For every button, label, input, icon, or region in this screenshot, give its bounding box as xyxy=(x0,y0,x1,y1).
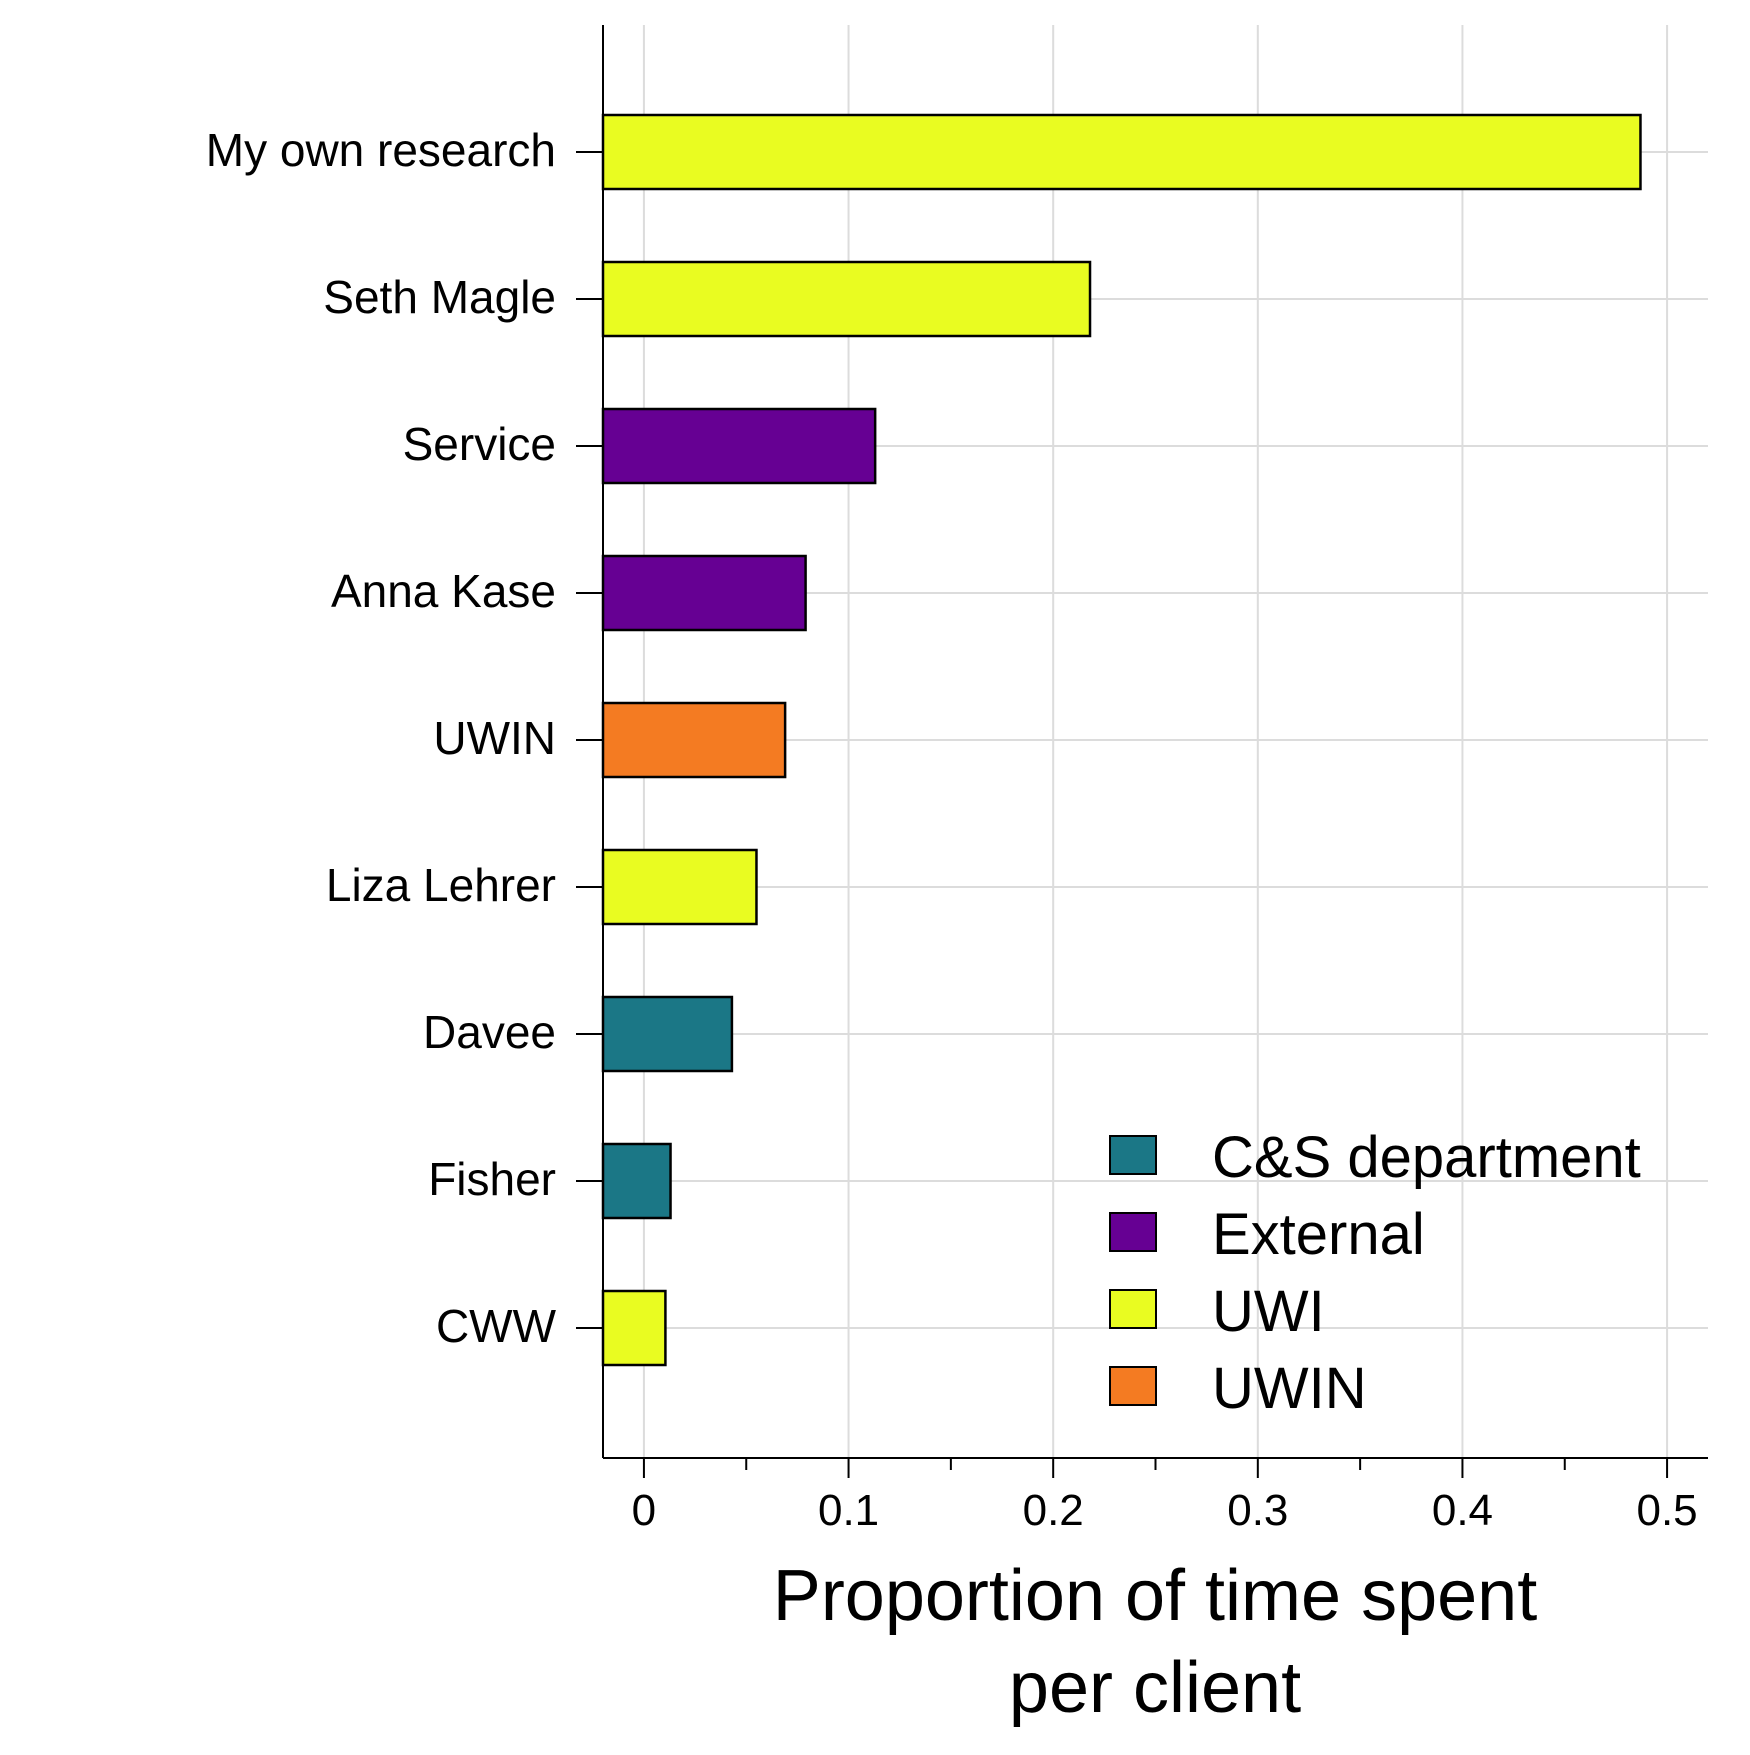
legend-swatch xyxy=(1109,1212,1157,1252)
category-label: Service xyxy=(403,418,556,470)
category-label: UWIN xyxy=(433,712,556,764)
bar xyxy=(601,407,877,485)
x-tick-label: 0 xyxy=(632,1486,656,1535)
category-label: Anna Kase xyxy=(331,565,556,617)
x-ticks: 0 0.1 0.2 0.3 0.4 0.5 xyxy=(632,1458,1698,1535)
x-tick-label: 0.5 xyxy=(1636,1486,1697,1535)
category-label: CWW xyxy=(436,1300,557,1352)
x-tick-label: 0.3 xyxy=(1227,1486,1288,1535)
bar xyxy=(601,1142,672,1220)
category-label: My own research xyxy=(206,124,556,176)
x-tick-label: 0.1 xyxy=(818,1486,879,1535)
category-labels: My own research Seth Magle Service Anna Kas… xyxy=(206,124,603,1352)
x-tick-label: 0.2 xyxy=(1023,1486,1084,1535)
legend-swatch xyxy=(1109,1366,1157,1406)
legend-swatch xyxy=(1109,1289,1157,1329)
bar xyxy=(601,113,1642,191)
x-axis-title: Proportion of time spent per client xyxy=(773,1556,1537,1728)
x-tick-label: 0.4 xyxy=(1432,1486,1493,1535)
legend-label: UWIN xyxy=(1212,1356,1367,1421)
bar xyxy=(601,1289,667,1367)
legend-label: UWI xyxy=(1212,1279,1325,1344)
legend-label: C&S department xyxy=(1212,1125,1641,1190)
bars xyxy=(601,113,1642,1367)
category-label: Davee xyxy=(423,1006,556,1058)
bar xyxy=(601,554,807,632)
grid-lines xyxy=(603,25,1708,1458)
category-label: Liza Lehrer xyxy=(326,859,556,911)
legend-label: External xyxy=(1212,1202,1425,1267)
x-axis-label-line2: per client xyxy=(1009,1648,1301,1728)
legend-swatch xyxy=(1109,1135,1157,1175)
category-label: Fisher xyxy=(428,1153,556,1205)
x-axis-label-line1: Proportion of time spent xyxy=(773,1556,1537,1636)
category-label: Seth Magle xyxy=(323,271,556,323)
bar xyxy=(601,848,758,926)
bar xyxy=(601,995,734,1073)
bar xyxy=(601,701,787,779)
bar xyxy=(601,260,1092,338)
legend: C&S department External UWI UWIN xyxy=(1109,1125,1641,1421)
